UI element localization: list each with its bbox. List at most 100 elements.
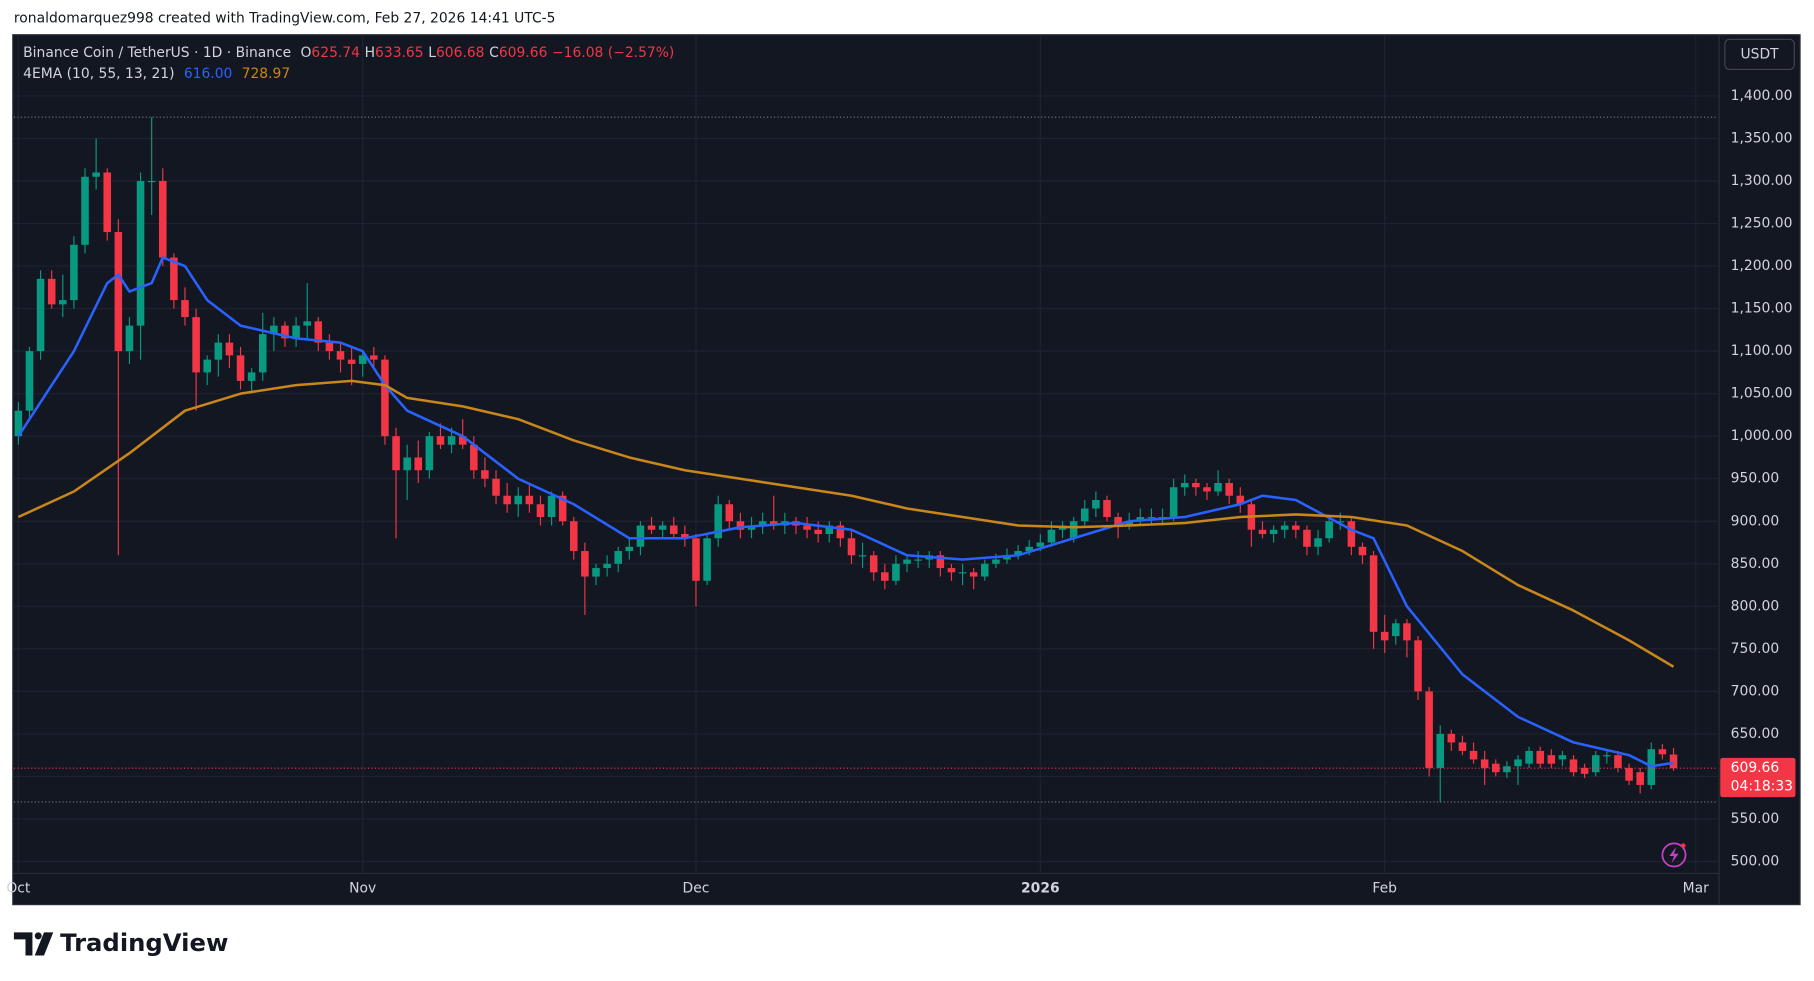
candle-body xyxy=(1403,623,1411,641)
candle-body xyxy=(92,172,100,177)
currency[interactable]: USDT xyxy=(1741,46,1780,62)
change: −16.08 (−2.57%) xyxy=(552,45,674,61)
indicator-value: 616.00 xyxy=(184,66,233,82)
candle-body xyxy=(914,559,922,561)
candle-body xyxy=(1214,482,1222,492)
candle-body xyxy=(1114,517,1122,526)
candle-body xyxy=(358,355,367,364)
y-tick-label: 750.00 xyxy=(1731,641,1780,657)
candle-body xyxy=(1236,495,1245,505)
candle-body xyxy=(1669,754,1678,769)
candle-body xyxy=(581,551,589,577)
candle-body xyxy=(36,278,45,352)
candle-body xyxy=(347,359,356,364)
candle-body xyxy=(825,525,834,535)
candle-body xyxy=(658,525,667,530)
plot-area xyxy=(13,116,1718,803)
candle-body xyxy=(81,176,89,245)
candle-body xyxy=(803,525,811,530)
y-tick-label: 850.00 xyxy=(1731,556,1780,572)
candle-body xyxy=(370,355,378,360)
ohlc-value: 609.66 xyxy=(499,45,548,61)
candle-body xyxy=(814,529,822,535)
y-tick-label: 950.00 xyxy=(1731,471,1780,487)
ohlc-value: 606.68 xyxy=(436,45,485,61)
grid xyxy=(12,34,1720,874)
candle-body xyxy=(1180,482,1189,488)
candle-body xyxy=(1591,755,1600,773)
y-tick-label: 1,100.00 xyxy=(1731,343,1793,359)
candle-body xyxy=(536,504,545,518)
candle-body xyxy=(236,355,245,381)
candle-body xyxy=(714,504,722,539)
candle-body xyxy=(1192,482,1200,488)
lightning-icon[interactable] xyxy=(1661,842,1687,868)
y-tick-label: 1,300.00 xyxy=(1731,173,1793,189)
candle-body xyxy=(70,244,78,301)
candle-body xyxy=(1603,755,1611,757)
y-tick-label: 1,200.00 xyxy=(1731,258,1793,274)
candle-body xyxy=(1425,691,1433,768)
candle-body xyxy=(758,521,767,526)
candle-body xyxy=(403,457,411,471)
ohlc-value: 633.65 xyxy=(375,45,424,61)
candle-body xyxy=(525,495,534,505)
y-tick-label: 650.00 xyxy=(1731,726,1780,742)
indicator-value: 728.97 xyxy=(242,66,291,82)
candle-body xyxy=(247,372,256,381)
candle-body xyxy=(981,563,989,577)
tradingview-logo: TradingView xyxy=(60,928,228,957)
candle-body xyxy=(1269,529,1278,535)
candle-body xyxy=(158,181,167,258)
chart-frame xyxy=(12,34,1801,906)
candle-body xyxy=(136,181,145,326)
candle-body xyxy=(425,436,434,471)
candle-body xyxy=(1080,508,1089,522)
candle-body xyxy=(1514,759,1522,767)
y-tick-label: 1,350.00 xyxy=(1731,130,1793,146)
y-tick-label: 900.00 xyxy=(1731,513,1780,529)
candle-body xyxy=(847,538,856,556)
y-tick-label: 500.00 xyxy=(1731,854,1780,870)
candle-body xyxy=(692,538,700,581)
ohlc-label: L xyxy=(428,45,436,61)
candle-body xyxy=(1636,772,1644,785)
currency-button[interactable] xyxy=(1724,38,1795,70)
candle-body xyxy=(303,321,311,326)
candle-body xyxy=(470,444,478,471)
candle-body xyxy=(1303,529,1311,547)
y-tick-label: 800.00 xyxy=(1731,598,1780,614)
labels: 500.00550.00600.00650.00700.00750.00800.… xyxy=(6,45,1796,896)
candle-body xyxy=(1292,525,1300,530)
candle-body xyxy=(603,563,611,569)
candle-body xyxy=(1036,542,1045,547)
candle-body xyxy=(558,495,567,522)
candle-body xyxy=(1380,631,1389,641)
candle-body xyxy=(1436,733,1445,768)
candle-body xyxy=(1225,482,1233,496)
ohlc-label: C xyxy=(489,45,499,61)
candle-body xyxy=(625,546,634,552)
candle-body xyxy=(103,172,112,233)
candle-body xyxy=(1347,521,1356,547)
y-tick-label: 1,050.00 xyxy=(1731,386,1793,402)
candle-body xyxy=(1580,767,1589,774)
candle-body xyxy=(892,563,900,581)
candle-body xyxy=(1014,551,1022,556)
candle-body xyxy=(703,538,711,581)
price-badge xyxy=(1720,757,1796,798)
candle-body xyxy=(1092,499,1100,509)
candle-body xyxy=(1336,521,1345,523)
candle-body xyxy=(1625,767,1633,781)
candle-body xyxy=(25,351,34,411)
x-tick-label: Dec xyxy=(683,880,710,896)
candle-body xyxy=(1103,499,1111,518)
candle-body xyxy=(314,321,323,343)
candle-body xyxy=(1047,529,1056,543)
candle-body xyxy=(636,525,645,547)
candle-body xyxy=(270,325,278,335)
candle-body xyxy=(570,521,578,552)
candle-body xyxy=(736,521,745,530)
candle-body xyxy=(458,436,467,445)
